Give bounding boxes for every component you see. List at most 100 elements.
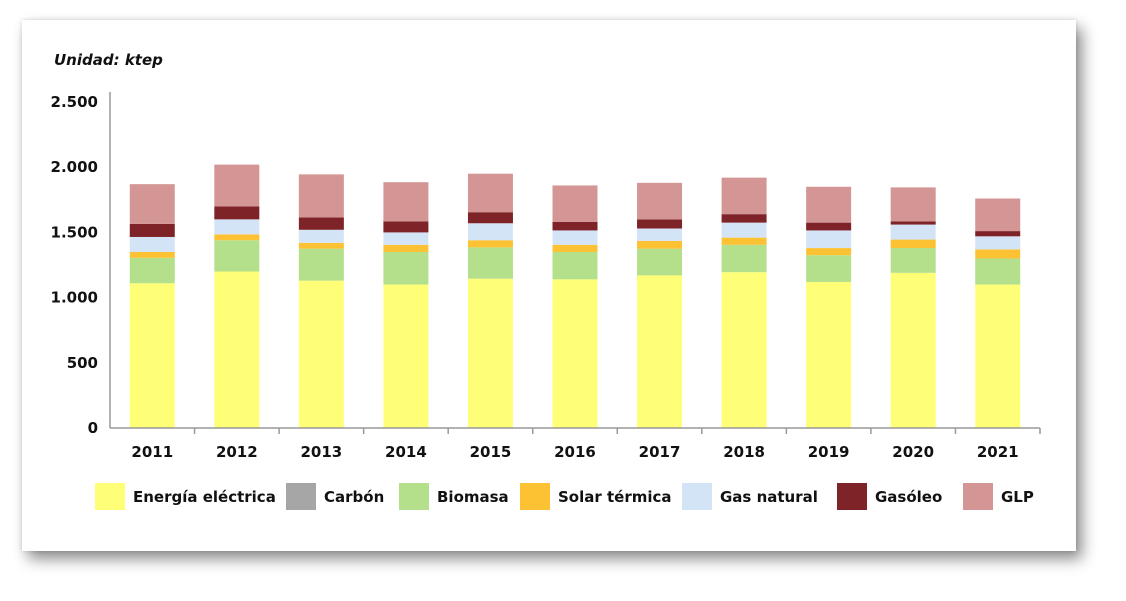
bar-segment-2019-0 [806, 281, 852, 428]
y-tick-label: 1.000 [51, 289, 98, 307]
bar-segment-2014-3 [383, 244, 429, 252]
x-tick-label: 2020 [892, 443, 934, 461]
bar-segment-2013-4 [298, 229, 344, 243]
stacked-bar-chart: Unidad: ktep 2011 2012 2013 2014 2015 2016 201… [51, 51, 1041, 510]
x-tick-label: 2013 [300, 443, 342, 461]
legend-label: Energía eléctrica [133, 488, 276, 506]
bar-segment-2014-5 [383, 221, 429, 233]
legend-label: Gas natural [720, 488, 818, 506]
bar-segment-2021-2 [975, 258, 1021, 285]
bar-segment-2021-0 [975, 284, 1021, 428]
bar-segment-2014-2 [383, 251, 429, 285]
bar-segment-2021-6 [975, 198, 1021, 232]
bar-segment-2021-5 [975, 231, 1021, 237]
bar-segment-2016-5 [552, 221, 598, 231]
bar-segment-2020-4 [890, 224, 936, 240]
bar-segment-2018-5 [721, 214, 767, 223]
bar-segment-2013-0 [298, 280, 344, 428]
bar-segment-2018-2 [721, 244, 767, 273]
bar-segment-2018-6 [721, 177, 767, 215]
bar-segment-2018-3 [721, 237, 767, 245]
bar-segment-2012-2 [214, 240, 260, 272]
bar-segment-2012-3 [214, 234, 260, 241]
bar-segment-2016-4 [552, 230, 598, 245]
bar-segment-2012-4 [214, 219, 260, 235]
legend-swatch-1 [286, 483, 316, 510]
bar-segment-2017-3 [637, 240, 683, 249]
legend-swatch-0 [95, 483, 125, 510]
legend-group: Energía eléctrica Carbón Biomasa Solar térm… [95, 483, 1034, 510]
bar-segment-2019-3 [806, 248, 852, 256]
x-tick-label: 2012 [216, 443, 258, 461]
bar-segment-2017-0 [637, 275, 683, 428]
y-tick-label: 1.500 [51, 223, 98, 241]
legend-label: Biomasa [437, 488, 509, 506]
x-tick-label: 2014 [385, 443, 427, 461]
bar-segment-2019-4 [806, 230, 852, 249]
legend-swatch-6 [963, 483, 993, 510]
y-tick-label: 2.500 [51, 93, 98, 111]
axes-group: 2011 2012 2013 2014 2015 2016 2017 2018 2019 2020… [51, 92, 1041, 461]
legend-swatch-2 [399, 483, 429, 510]
bar-segment-2012-6 [214, 164, 260, 207]
bar-segment-2011-3 [129, 251, 175, 258]
bar-segment-2020-6 [890, 187, 936, 222]
y-tick-label: 2.000 [51, 158, 98, 176]
bar-segment-2019-2 [806, 255, 852, 282]
x-tick-label: 2017 [639, 443, 681, 461]
bar-segment-2018-0 [721, 272, 767, 428]
bar-segment-2011-0 [129, 283, 175, 428]
x-tick-label: 2011 [131, 443, 173, 461]
bar-segment-2015-2 [467, 247, 513, 279]
bar-segment-2015-6 [467, 173, 513, 213]
bar-segment-2014-4 [383, 232, 429, 245]
y-tick-label: 0 [88, 419, 98, 437]
unit-label: Unidad: ktep [54, 51, 163, 69]
bar-segment-2013-6 [298, 174, 344, 218]
bar-segment-2021-4 [975, 236, 1021, 250]
bar-segment-2016-2 [552, 251, 598, 280]
legend-label: Carbón [324, 488, 384, 506]
bar-segment-2017-4 [637, 228, 683, 241]
bar-segment-2015-4 [467, 223, 513, 241]
bar-segment-2017-5 [637, 219, 683, 229]
bar-segment-2020-0 [890, 272, 936, 428]
legend-swatch-5 [837, 483, 867, 510]
x-tick-label: 2019 [808, 443, 850, 461]
legend-label: GLP [1001, 488, 1034, 506]
bar-segment-2016-6 [552, 185, 598, 222]
bar-segment-2014-0 [383, 284, 429, 428]
bar-segment-2011-6 [129, 184, 175, 224]
x-tick-label: 2016 [554, 443, 596, 461]
bar-segment-2021-3 [975, 249, 1021, 259]
legend-swatch-4 [682, 483, 712, 510]
bar-segment-2011-4 [129, 236, 175, 252]
legend-label: Solar térmica [558, 488, 672, 506]
bar-segment-2011-5 [129, 223, 175, 237]
bar-segment-2016-0 [552, 279, 598, 428]
x-tick-label: 2021 [977, 443, 1019, 461]
bar-segment-2013-2 [298, 248, 344, 281]
bar-segment-2015-3 [467, 240, 513, 248]
y-tick-label: 500 [67, 354, 98, 372]
bar-segment-2019-6 [806, 186, 852, 223]
bar-segment-2013-3 [298, 242, 344, 249]
bars-group [129, 164, 1021, 428]
bar-segment-2012-5 [214, 206, 260, 220]
bar-segment-2020-2 [890, 248, 936, 273]
legend-swatch-3 [520, 483, 550, 510]
bar-segment-2017-6 [637, 182, 683, 220]
x-tick-label: 2015 [470, 443, 512, 461]
bar-segment-2020-3 [890, 239, 936, 249]
bar-segment-2015-0 [467, 278, 513, 428]
bar-segment-2012-0 [214, 271, 260, 428]
bar-segment-2017-2 [637, 248, 683, 276]
legend-label: Gasóleo [875, 488, 942, 506]
bar-segment-2014-6 [383, 182, 429, 222]
bar-segment-2018-4 [721, 222, 767, 238]
bar-segment-2011-2 [129, 257, 175, 284]
bar-segment-2016-3 [552, 244, 598, 252]
chart-card: Unidad: ktep 2011 2012 2013 2014 2015 2016 201… [22, 20, 1076, 551]
x-tick-label: 2018 [723, 443, 765, 461]
bar-segment-2013-5 [298, 217, 344, 230]
